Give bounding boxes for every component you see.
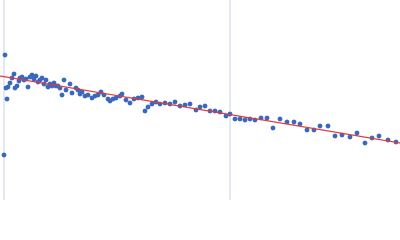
data-point	[291, 119, 297, 125]
data-point	[59, 92, 65, 98]
fit-line	[0, 75, 400, 144]
data-point	[29, 72, 35, 78]
data-point	[39, 75, 45, 81]
data-point	[264, 115, 270, 121]
data-point	[284, 119, 290, 125]
data-point	[69, 90, 75, 96]
data-point	[119, 91, 125, 97]
data-point	[25, 84, 31, 90]
data-point	[145, 104, 151, 110]
data-point	[11, 71, 17, 77]
data-point	[277, 116, 283, 122]
data-point	[85, 92, 91, 98]
data-point	[43, 77, 49, 83]
data-point	[149, 101, 155, 107]
data-point	[332, 133, 338, 139]
data-point	[237, 116, 243, 122]
data-point	[187, 101, 193, 107]
data-point	[127, 100, 133, 106]
data-point	[142, 108, 148, 114]
data-point	[2, 52, 8, 58]
data-point	[325, 123, 331, 129]
data-point	[362, 140, 368, 146]
data-point	[1, 152, 7, 158]
data-point	[202, 103, 208, 109]
data-point	[33, 73, 39, 79]
data-point	[79, 89, 85, 95]
data-point	[5, 84, 11, 90]
data-point	[354, 130, 360, 136]
data-point	[270, 125, 276, 131]
data-point	[14, 83, 20, 89]
data-point	[63, 87, 69, 93]
data-point	[347, 134, 353, 140]
data-point	[317, 123, 323, 129]
data-point	[223, 113, 229, 119]
data-point	[61, 77, 67, 83]
data-point	[4, 96, 10, 102]
page: (() => { const data = JSON.parse(documen…	[0, 0, 400, 200]
data-point	[376, 133, 382, 139]
data-point	[139, 94, 145, 100]
data-point	[232, 116, 238, 122]
data-point	[95, 92, 101, 98]
data-point	[172, 99, 178, 105]
data-point	[242, 117, 248, 123]
data-point	[297, 121, 303, 127]
data-point	[7, 80, 13, 86]
data-point	[304, 127, 310, 133]
chart	[0, 0, 400, 200]
data-point	[67, 81, 73, 87]
data-point	[113, 95, 119, 101]
data-point	[123, 97, 129, 103]
data-point	[197, 104, 203, 110]
